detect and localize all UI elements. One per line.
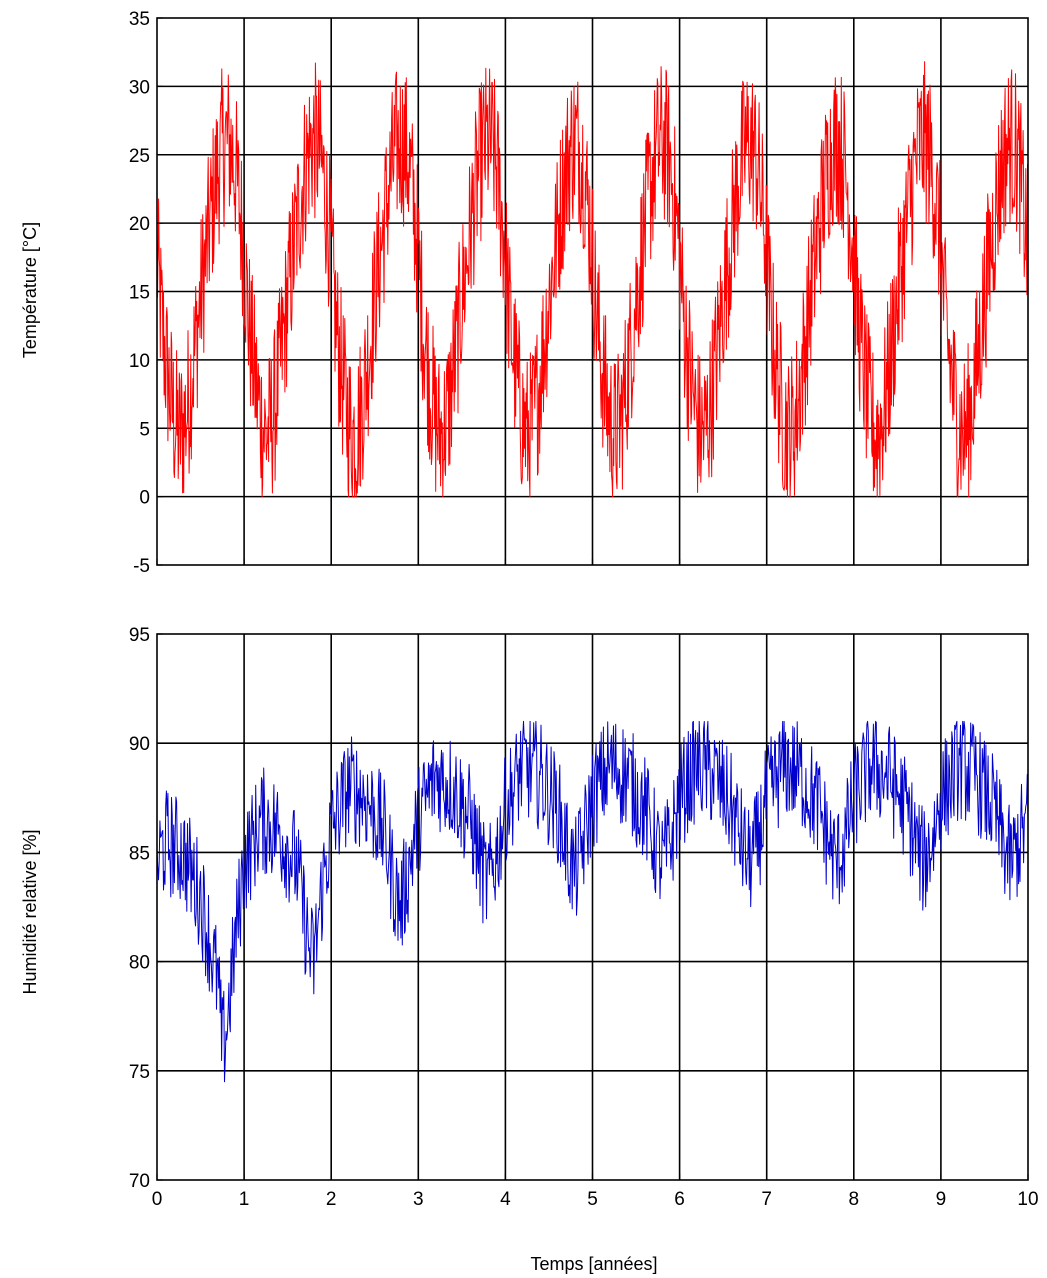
humidity-xtick-label: 4 xyxy=(500,1189,511,1210)
humidity-xtick-label: 0 xyxy=(152,1189,163,1210)
x-axis-label: Temps [années] xyxy=(530,1254,657,1274)
humidity-xtick-label: 9 xyxy=(936,1189,947,1210)
temperature-series-line xyxy=(156,61,1028,498)
humidity-ytick-label: 80 xyxy=(129,953,150,974)
humidity-xtick-label: 7 xyxy=(761,1189,772,1210)
humidity-xtick-label: 3 xyxy=(413,1189,424,1210)
temperature-ytick-label: 30 xyxy=(129,77,150,98)
temperature-ytick-label: 10 xyxy=(129,351,150,372)
humidity-xtick-label: 5 xyxy=(587,1189,598,1210)
humidity-series-line xyxy=(156,720,1029,1083)
temperature-ytick-label: -5 xyxy=(133,556,150,577)
temperature-y-axis-label: Température [°C] xyxy=(20,222,40,358)
humidity-chart: 70 75 80 85 90 95 0 1 2 3 4 5 6 7 8 9 10 xyxy=(129,625,1039,1210)
temperature-ytick-label: 0 xyxy=(139,488,150,509)
humidity-xtick-label: 8 xyxy=(849,1189,860,1210)
humidity-xtick-label: 6 xyxy=(674,1189,685,1210)
humidity-ytick-label: 90 xyxy=(129,734,150,755)
temperature-ytick-label: 25 xyxy=(129,146,150,167)
temperature-ytick-label: 20 xyxy=(129,214,150,235)
humidity-xtick-label: 10 xyxy=(1017,1189,1038,1210)
temperature-ytick-label: 35 xyxy=(129,9,150,30)
temperature-chart: -5 0 5 10 15 20 25 30 35 xyxy=(129,9,1029,577)
humidity-xtick-label: 2 xyxy=(326,1189,337,1210)
humidity-xtick-label: 1 xyxy=(239,1189,250,1210)
humidity-ytick-label: 85 xyxy=(129,843,150,864)
humidity-y-axis-label: Humidité relative [%] xyxy=(20,829,40,994)
temperature-ytick-label: 5 xyxy=(139,419,150,440)
humidity-ytick-label: 95 xyxy=(129,625,150,646)
humidity-ytick-label: 75 xyxy=(129,1062,150,1083)
temperature-ytick-label: 15 xyxy=(129,283,150,304)
humidity-ytick-label: 70 xyxy=(129,1171,150,1192)
